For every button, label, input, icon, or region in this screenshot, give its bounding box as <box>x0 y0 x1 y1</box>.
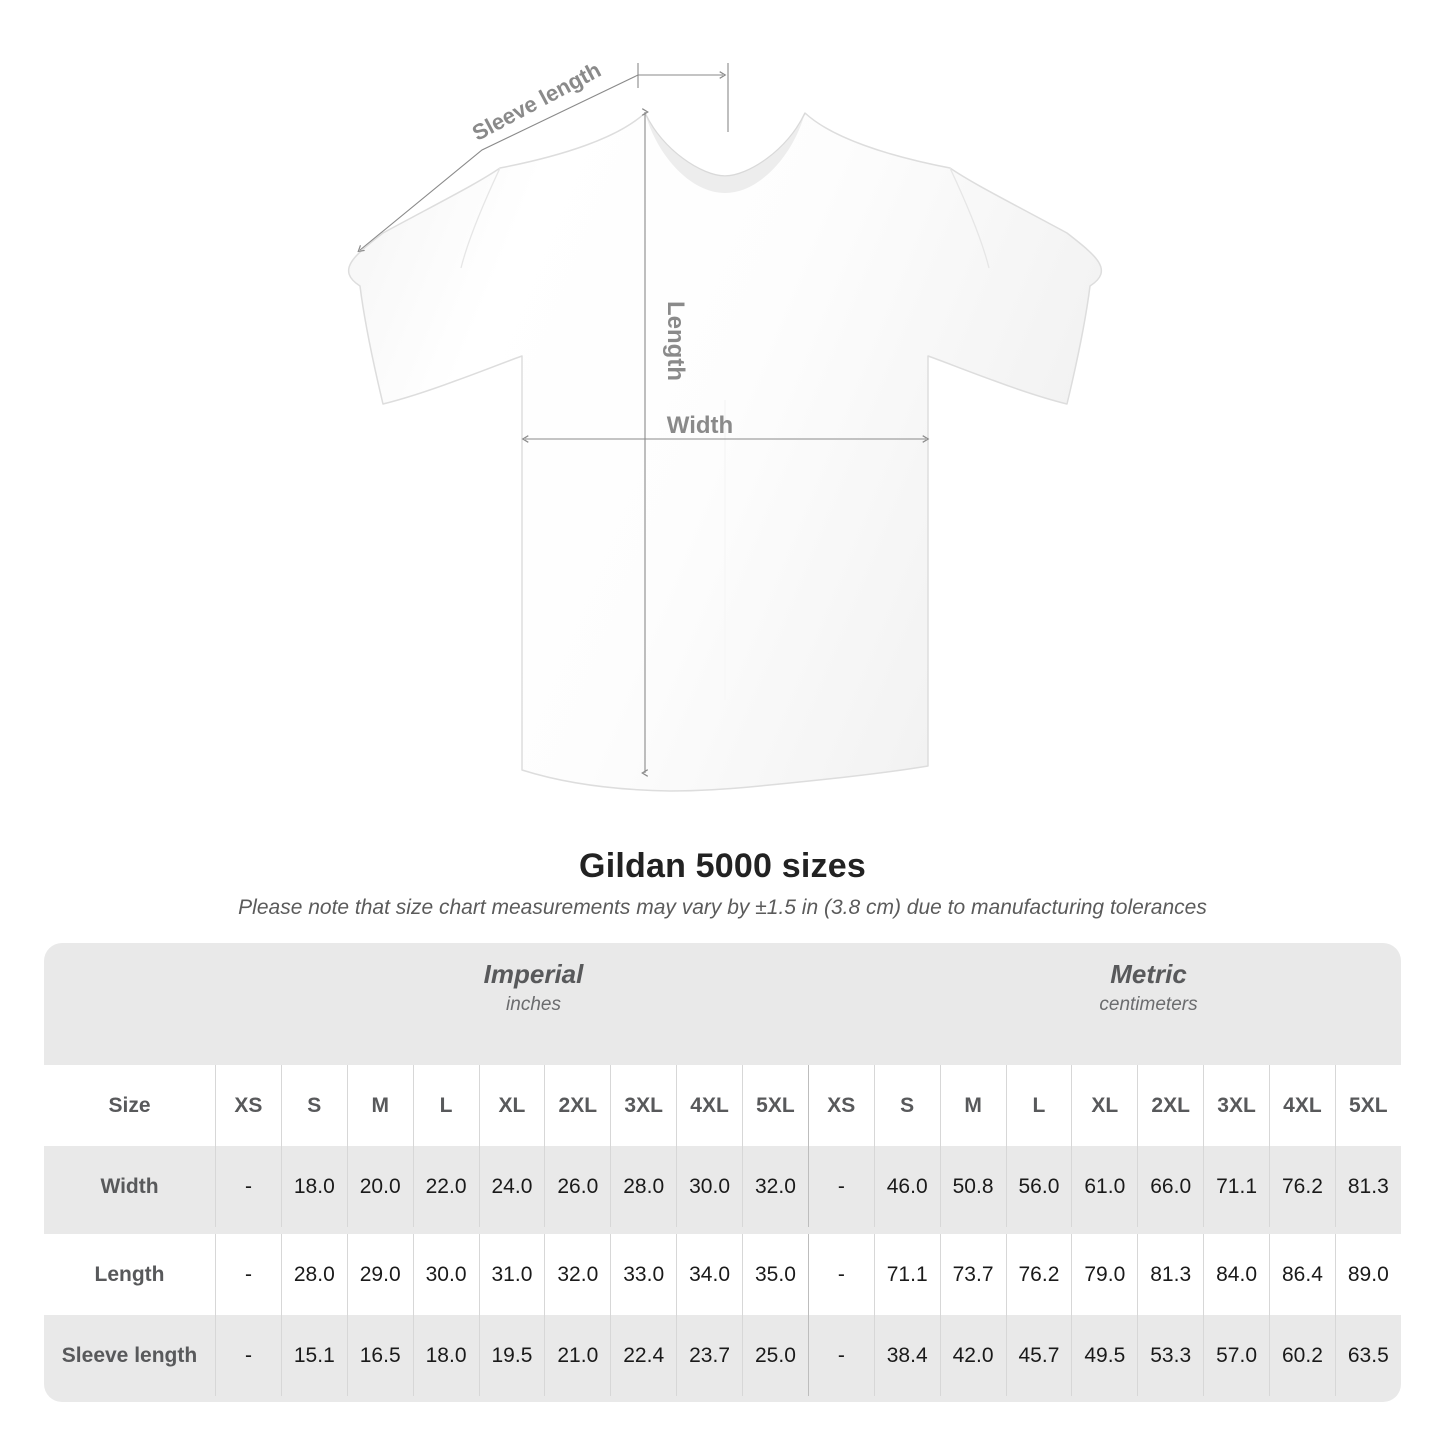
svg-text:Sleeve length: Sleeve length <box>468 57 605 146</box>
svg-text:Width: Width <box>667 412 733 439</box>
svg-text:Length: Length <box>662 301 689 381</box>
